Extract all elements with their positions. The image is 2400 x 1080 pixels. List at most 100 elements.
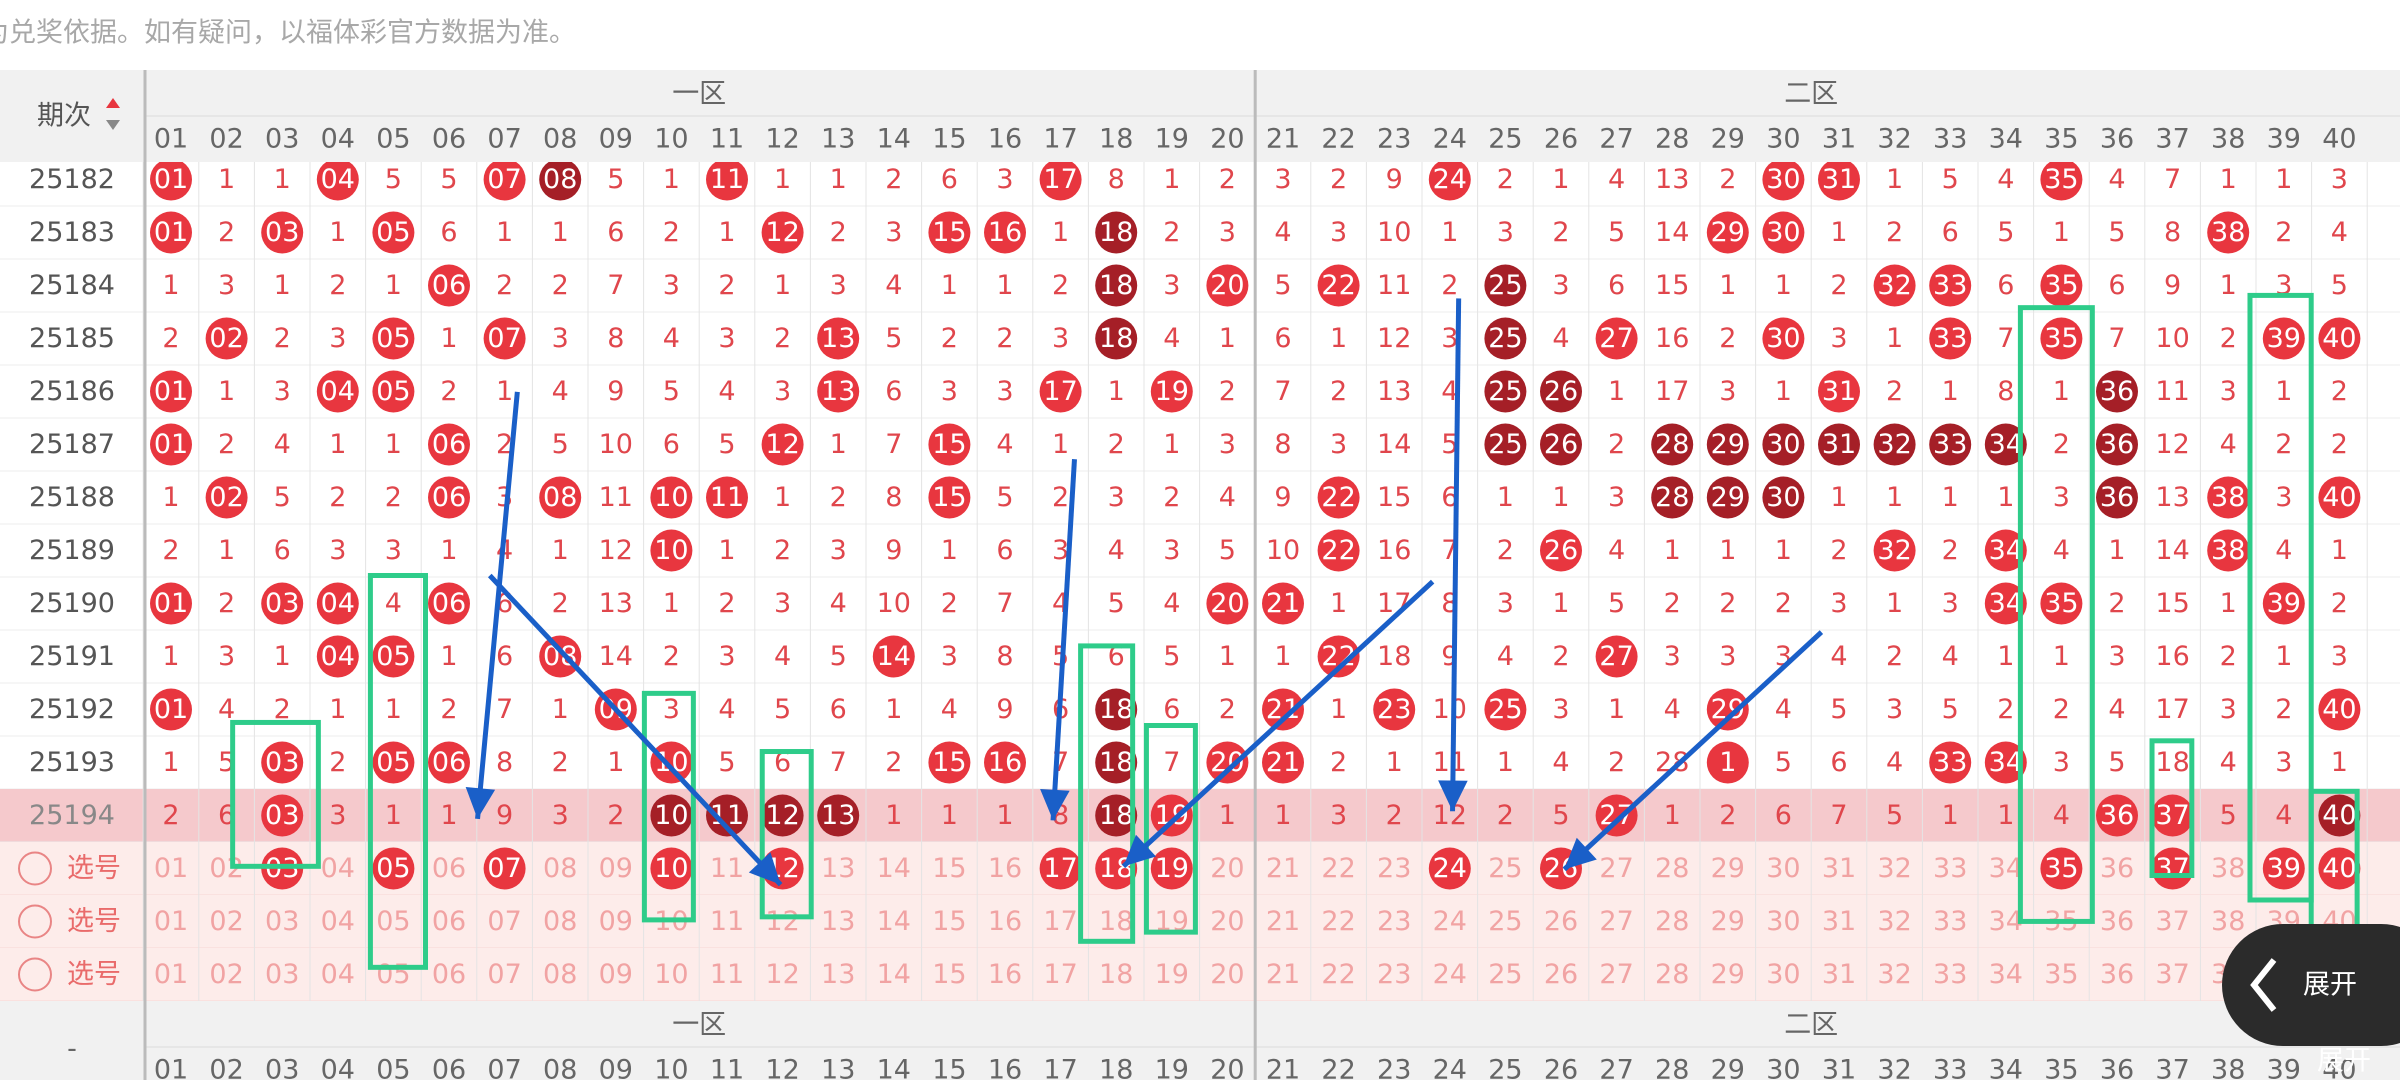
select-number[interactable]: 33: [1933, 853, 1967, 884]
select-number[interactable]: 10: [654, 959, 688, 990]
select-number[interactable]: 29: [1711, 906, 1745, 937]
select-number[interactable]: 24: [1433, 959, 1467, 990]
select-number[interactable]: 31: [1822, 853, 1856, 884]
select-number[interactable]: 25: [1488, 906, 1522, 937]
select-number[interactable]: 10: [654, 853, 688, 884]
select-number[interactable]: 06: [432, 853, 466, 884]
select-number[interactable]: 09: [599, 906, 633, 937]
select-number[interactable]: 20: [1210, 853, 1244, 884]
select-number[interactable]: 20: [1210, 959, 1244, 990]
ball[interactable]: [1150, 847, 1193, 890]
select-number[interactable]: 16: [988, 906, 1022, 937]
ball[interactable]: [650, 847, 693, 890]
select-number[interactable]: 28: [1655, 853, 1689, 884]
select-number[interactable]: 28: [1655, 959, 1689, 990]
select-number[interactable]: 22: [1321, 853, 1355, 884]
select-number[interactable]: 03: [265, 959, 299, 990]
select-number[interactable]: 04: [321, 906, 355, 937]
select-number[interactable]: 13: [821, 959, 855, 990]
select-number[interactable]: 05: [376, 853, 410, 884]
select-number[interactable]: 04: [321, 853, 355, 884]
select-number[interactable]: 30: [1766, 959, 1800, 990]
select-number[interactable]: 29: [1711, 853, 1745, 884]
select-number[interactable]: 33: [1933, 906, 1967, 937]
select-number[interactable]: 37: [2155, 853, 2189, 884]
select-number[interactable]: 13: [821, 853, 855, 884]
select-number[interactable]: 38: [2211, 906, 2245, 937]
select-number[interactable]: 14: [877, 906, 911, 937]
select-number[interactable]: 27: [1599, 906, 1633, 937]
select-number[interactable]: 36: [2100, 959, 2134, 990]
select-number[interactable]: 01: [154, 853, 188, 884]
select-number[interactable]: 11: [710, 959, 744, 990]
select-number[interactable]: 08: [543, 853, 577, 884]
select-number[interactable]: 15: [932, 853, 966, 884]
select-number[interactable]: 32: [1877, 959, 1911, 990]
radio[interactable]: [18, 904, 52, 939]
select-number[interactable]: 25: [1488, 853, 1522, 884]
select-number[interactable]: 06: [432, 906, 466, 937]
ball[interactable]: [2151, 847, 2194, 890]
ball[interactable]: [1095, 847, 1138, 890]
sort-down[interactable]: [106, 120, 120, 130]
select-number[interactable]: 32: [1877, 906, 1911, 937]
select-number[interactable]: 33: [1933, 959, 1967, 990]
select-number[interactable]: 09: [599, 959, 633, 990]
select-number[interactable]: 27: [1599, 853, 1633, 884]
select-number[interactable]: 22: [1321, 959, 1355, 990]
select-number[interactable]: 14: [877, 959, 911, 990]
select-label[interactable]: 选号: [67, 906, 121, 937]
select-number[interactable]: 09: [599, 853, 633, 884]
select-number[interactable]: 05: [376, 959, 410, 990]
select-number[interactable]: 08: [543, 906, 577, 937]
select-number[interactable]: 29: [1711, 959, 1745, 990]
select-number[interactable]: 12: [765, 959, 799, 990]
ball[interactable]: [372, 847, 415, 890]
select-number[interactable]: 15: [932, 959, 966, 990]
select-number[interactable]: 08: [543, 959, 577, 990]
select-number[interactable]: 01: [154, 959, 188, 990]
select-number[interactable]: 20: [1210, 906, 1244, 937]
select-number[interactable]: 02: [209, 906, 243, 937]
select-number[interactable]: 21: [1266, 959, 1300, 990]
select-number[interactable]: 25: [1488, 959, 1522, 990]
select-number[interactable]: 34: [1989, 906, 2023, 937]
select-number[interactable]: 11: [710, 906, 744, 937]
select-number[interactable]: 21: [1266, 906, 1300, 937]
select-number[interactable]: 13: [821, 906, 855, 937]
select-number[interactable]: 14: [877, 853, 911, 884]
select-number[interactable]: 39: [2267, 853, 2301, 884]
expand-button[interactable]: [2222, 924, 2400, 1046]
select-number[interactable]: 35: [2044, 853, 2078, 884]
select-number[interactable]: 07: [487, 853, 521, 884]
select-number[interactable]: 12: [765, 906, 799, 937]
select-number[interactable]: 30: [1766, 853, 1800, 884]
select-number[interactable]: 34: [1989, 959, 2023, 990]
select-number[interactable]: 17: [1043, 853, 1077, 884]
select-number[interactable]: 01: [154, 906, 188, 937]
select-number[interactable]: 19: [1155, 853, 1189, 884]
select-number[interactable]: 26: [1544, 906, 1578, 937]
select-number[interactable]: 19: [1155, 959, 1189, 990]
select-number[interactable]: 02: [209, 959, 243, 990]
select-number[interactable]: 23: [1377, 906, 1411, 937]
select-label[interactable]: 选号: [67, 959, 121, 990]
select-number[interactable]: 16: [988, 853, 1022, 884]
select-number[interactable]: 05: [376, 906, 410, 937]
radio[interactable]: [18, 957, 52, 992]
ball[interactable]: [483, 847, 526, 890]
select-number[interactable]: 31: [1822, 959, 1856, 990]
issue-header[interactable]: 期次: [37, 101, 91, 132]
select-number[interactable]: 38: [2211, 853, 2245, 884]
ball[interactable]: [2262, 847, 2305, 890]
select-number[interactable]: 30: [1766, 906, 1800, 937]
select-number[interactable]: 16: [988, 959, 1022, 990]
select-number[interactable]: 18: [1099, 959, 1133, 990]
select-number[interactable]: 17: [1043, 959, 1077, 990]
select-number[interactable]: 28: [1655, 906, 1689, 937]
select-number[interactable]: 23: [1377, 853, 1411, 884]
ball[interactable]: [2318, 847, 2361, 890]
select-number[interactable]: 37: [2155, 906, 2189, 937]
select-number[interactable]: 11: [710, 853, 744, 884]
select-number[interactable]: 07: [487, 959, 521, 990]
